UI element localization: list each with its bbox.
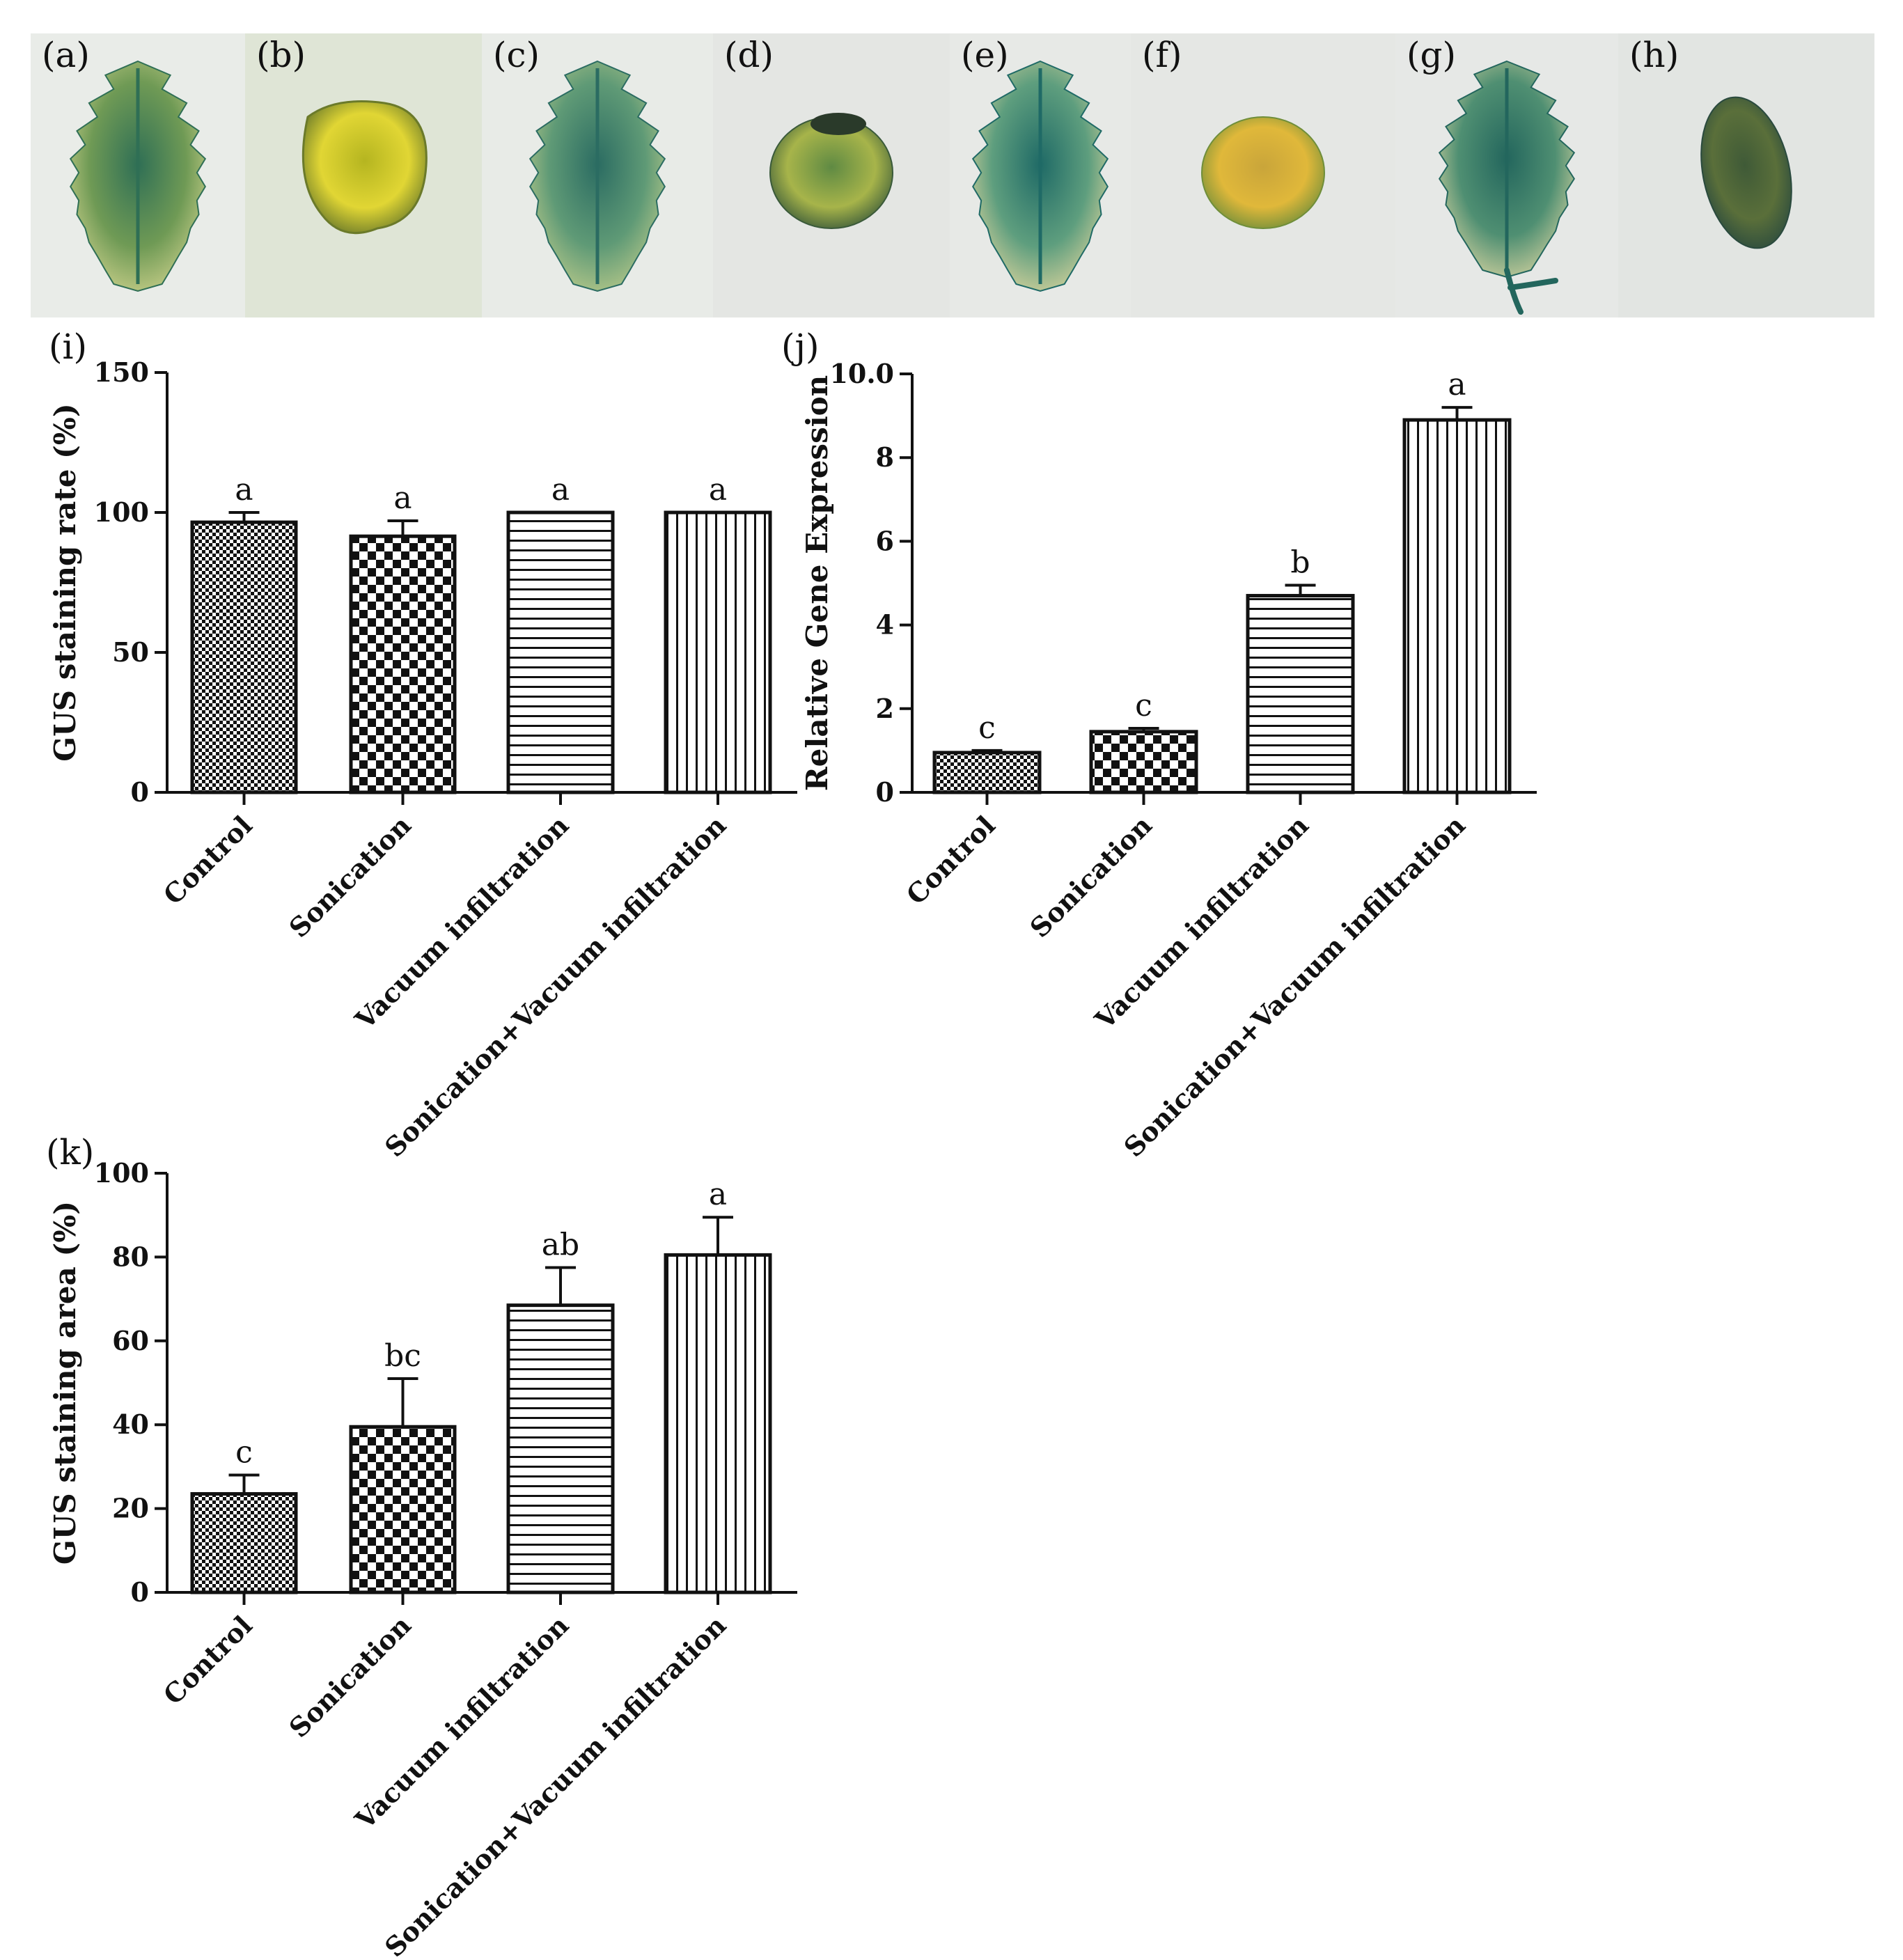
significance-label: c [235, 1434, 253, 1470]
category-label: Sonication [1024, 810, 1158, 944]
specimen-image [69, 60, 207, 292]
y-tick-label: 100 [94, 1157, 149, 1189]
bar-chart: (i) 0 50 100 150 GUS staining rate (%) a Contro… [48, 327, 797, 1163]
photo-panel: (h) [1618, 33, 1874, 317]
y-tick-label: 0 [876, 776, 894, 808]
panel-label: (d) [724, 35, 774, 75]
y-tick-label: 80 [112, 1241, 149, 1272]
bar [349, 534, 457, 794]
category-label: Control [157, 810, 258, 911]
bar [1246, 594, 1355, 794]
bar [932, 751, 1042, 794]
bar [664, 510, 772, 794]
significance-label: a [709, 472, 727, 508]
category-label: Sonication [283, 810, 417, 944]
bar [506, 1303, 615, 1594]
y-tick-label: 4 [876, 609, 894, 641]
category-label: Sonication+Vacuum infiltration [1118, 810, 1471, 1163]
y-tick-label: 60 [112, 1325, 149, 1356]
category-label: Control [900, 810, 1001, 911]
photo-panel: (b) [245, 33, 482, 317]
y-tick-label: 50 [112, 636, 149, 668]
panel-label: (c) [493, 35, 540, 75]
chart-panel-label: (j) [781, 327, 820, 367]
bar [190, 1492, 298, 1594]
y-tick-label: 40 [112, 1409, 149, 1440]
significance-label: a [551, 472, 570, 508]
bar [506, 510, 615, 794]
y-axis-label: GUS staining rate (%) [48, 403, 82, 761]
bar [1089, 730, 1198, 794]
significance-label: a [709, 1177, 727, 1212]
significance-label: c [1135, 688, 1152, 723]
bar [664, 1253, 772, 1594]
panel-label: (f) [1142, 35, 1182, 75]
significance-label: a [1448, 367, 1466, 402]
photo-panel: (f) [1131, 33, 1395, 317]
y-axis-label: Relative Gene Expression [800, 375, 834, 791]
specimen-image [1201, 116, 1325, 229]
photo-panel: (c) [482, 33, 713, 317]
category-label: Control [157, 1610, 258, 1711]
significance-label: b [1290, 545, 1310, 581]
y-tick-label: 8 [876, 441, 894, 473]
y-tick-label: 10.0 [829, 358, 894, 389]
specimen-image [971, 60, 1109, 292]
photo-panel: (d) [713, 33, 950, 317]
significance-label: c [978, 710, 996, 746]
specimen-image [1438, 60, 1576, 315]
y-tick-label: 150 [94, 356, 149, 388]
significance-label: ab [542, 1227, 579, 1262]
specimen-image [769, 113, 893, 229]
y-axis-label: GUS staining area (%) [48, 1201, 82, 1565]
bar-chart: (k) 0 20 40 60 80 100 GUS staining area (%) c Con… [46, 1132, 797, 1960]
significance-label: bc [384, 1338, 421, 1374]
y-tick-label: 2 [876, 693, 894, 724]
photo-panel: (a) [31, 33, 245, 317]
category-label: Sonication [283, 1610, 417, 1744]
y-tick-label: 6 [876, 525, 894, 556]
panel-label: (g) [1407, 35, 1457, 75]
chart-panel-label: (i) [49, 327, 87, 367]
y-tick-label: 100 [94, 496, 149, 528]
y-tick-label: 20 [112, 1493, 149, 1524]
chart-panel-label: (k) [46, 1132, 94, 1173]
specimen-image [1700, 96, 1792, 249]
bar [349, 1425, 457, 1594]
bar [1402, 418, 1512, 794]
photo-panel: (g) [1395, 33, 1618, 317]
photo-strip: (a) (b) (c) (d) (e) (f) (g) (h) [31, 33, 1874, 317]
bar [190, 520, 298, 794]
significance-label: a [235, 472, 253, 508]
specimen-image [301, 100, 428, 235]
category-label: Sonication+Vacuum infiltration [379, 1610, 733, 1960]
y-tick-label: 0 [131, 776, 149, 808]
panel-label: (a) [42, 35, 90, 75]
y-tick-label: 0 [131, 1576, 149, 1608]
panel-label: (e) [961, 35, 1009, 75]
significance-label: a [393, 480, 412, 516]
photo-panel: (e) [950, 33, 1131, 317]
specimen-image [528, 60, 666, 292]
panel-label: (h) [1629, 35, 1679, 75]
panel-label: (b) [256, 35, 306, 75]
category-label: Sonication+Vacuum infiltration [379, 810, 733, 1163]
